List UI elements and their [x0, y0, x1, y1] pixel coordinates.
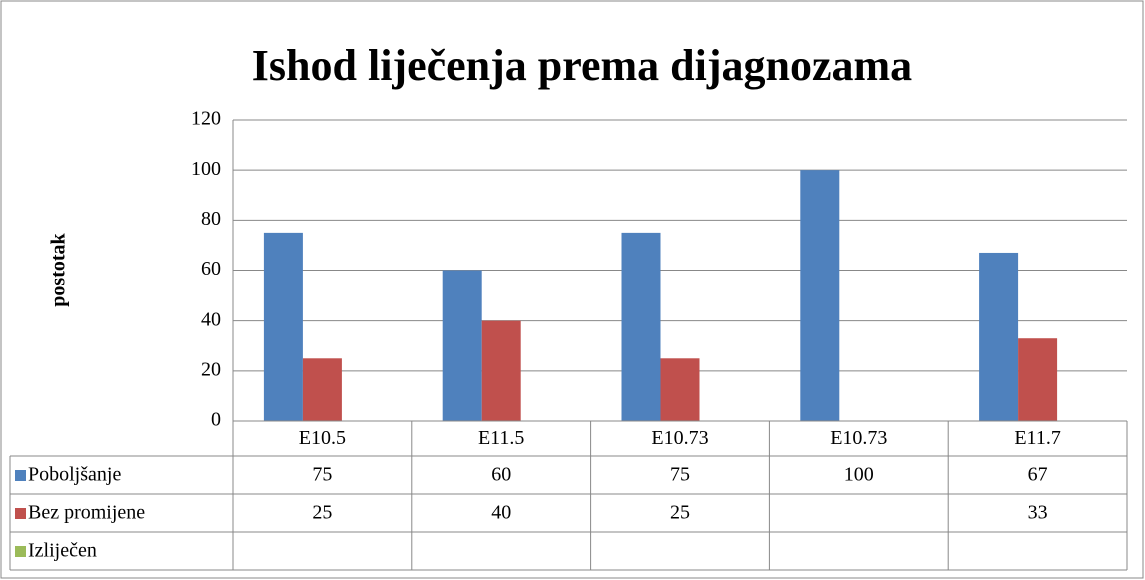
- x-tick-label: E10.73: [830, 427, 887, 449]
- table-value: 67: [1028, 464, 1048, 486]
- legend-label: Poboljšanje: [28, 464, 121, 486]
- x-tick-label: E10.5: [299, 427, 346, 449]
- bar: [800, 170, 840, 421]
- legend-key: [15, 470, 26, 481]
- table-value: 25: [670, 502, 690, 524]
- table-value: 40: [491, 502, 511, 524]
- x-tick-label: E11.7: [1014, 427, 1060, 449]
- bar: [621, 232, 661, 421]
- bar: [481, 320, 521, 421]
- table-value: 25: [312, 502, 332, 524]
- bar: [1018, 338, 1058, 421]
- y-axis-label: postotak: [48, 232, 70, 306]
- bar: [263, 232, 303, 421]
- chart-title: Ishod liječenja prema dijagnozama: [252, 41, 912, 90]
- bar: [302, 358, 342, 421]
- table-value: 100: [844, 464, 874, 486]
- table-value: 60: [491, 464, 511, 486]
- y-tick-label: 40: [201, 308, 221, 330]
- y-tick-label: 120: [191, 108, 221, 130]
- bar: [660, 358, 700, 421]
- legend-key: [15, 508, 26, 519]
- y-tick-label: 60: [201, 258, 221, 280]
- bar: [442, 270, 482, 421]
- legend-label: Izliječen: [28, 540, 97, 562]
- legend-key: [15, 546, 26, 557]
- x-tick-label: E10.73: [651, 427, 708, 449]
- x-tick-label: E11.5: [478, 427, 524, 449]
- legend-label: Bez promijene: [28, 502, 145, 524]
- y-tick-label: 20: [201, 358, 221, 380]
- bar: [979, 252, 1019, 421]
- y-tick-label: 100: [191, 158, 221, 180]
- y-tick-label: 0: [211, 409, 221, 431]
- table-value: 75: [670, 464, 690, 486]
- table-value: 75: [312, 464, 332, 486]
- table-value: 33: [1028, 502, 1048, 524]
- y-tick-label: 80: [201, 208, 221, 230]
